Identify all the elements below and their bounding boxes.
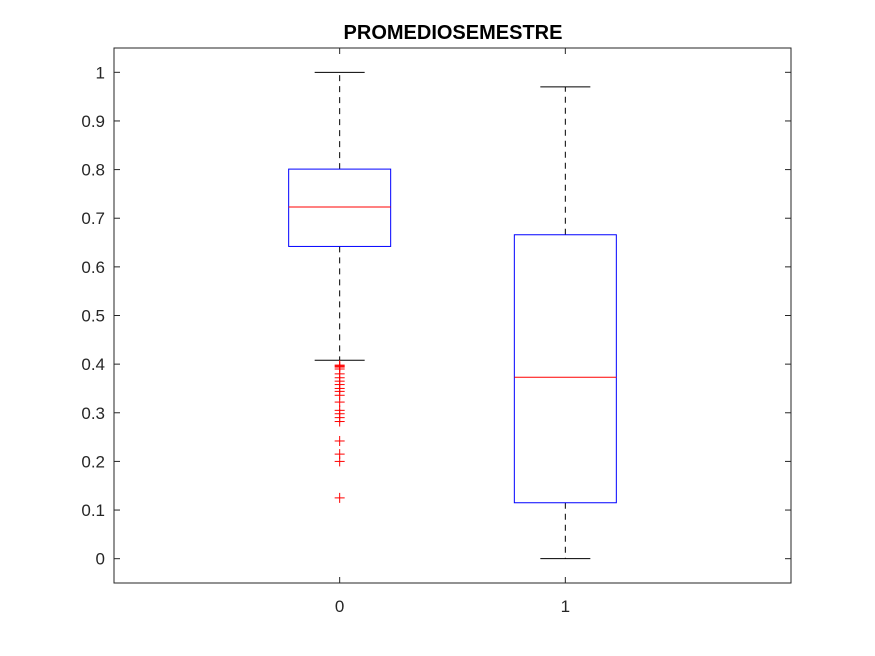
y-tick-label: 0.3 (81, 404, 105, 423)
outlier-marker (334, 435, 345, 446)
x-tick-label: 1 (561, 597, 570, 616)
y-tick-label: 1 (96, 63, 105, 82)
outlier-marker (334, 416, 345, 427)
box-group (513, 86, 617, 560)
iqr-box (288, 168, 392, 247)
y-tick-label: 0.6 (81, 258, 105, 277)
y-axis: 0 0.1 0.2 0.3 0.4 0.5 0.6 0.7 0.8 0.9 1 (81, 63, 791, 569)
y-tick-label: 0.9 (81, 112, 105, 131)
y-tick-label: 0.4 (81, 355, 105, 374)
y-tick-label: 0.1 (81, 501, 105, 520)
y-tick-label: 0.2 (81, 452, 105, 471)
x-tick-label: 0 (335, 597, 344, 616)
y-tick-label: 0 (96, 550, 105, 569)
y-tick-label: 0.8 (81, 161, 105, 180)
boxes (288, 71, 617, 560)
outlier-marker (334, 456, 345, 467)
box-group (288, 71, 392, 503)
y-tick-label: 0.5 (81, 307, 105, 326)
plot-area (113, 47, 792, 584)
iqr-box (513, 234, 617, 504)
outlier-marker (334, 492, 345, 503)
y-tick-label: 0.7 (81, 209, 105, 228)
chart-title: PROMEDIOSEMESTRE (344, 22, 563, 44)
